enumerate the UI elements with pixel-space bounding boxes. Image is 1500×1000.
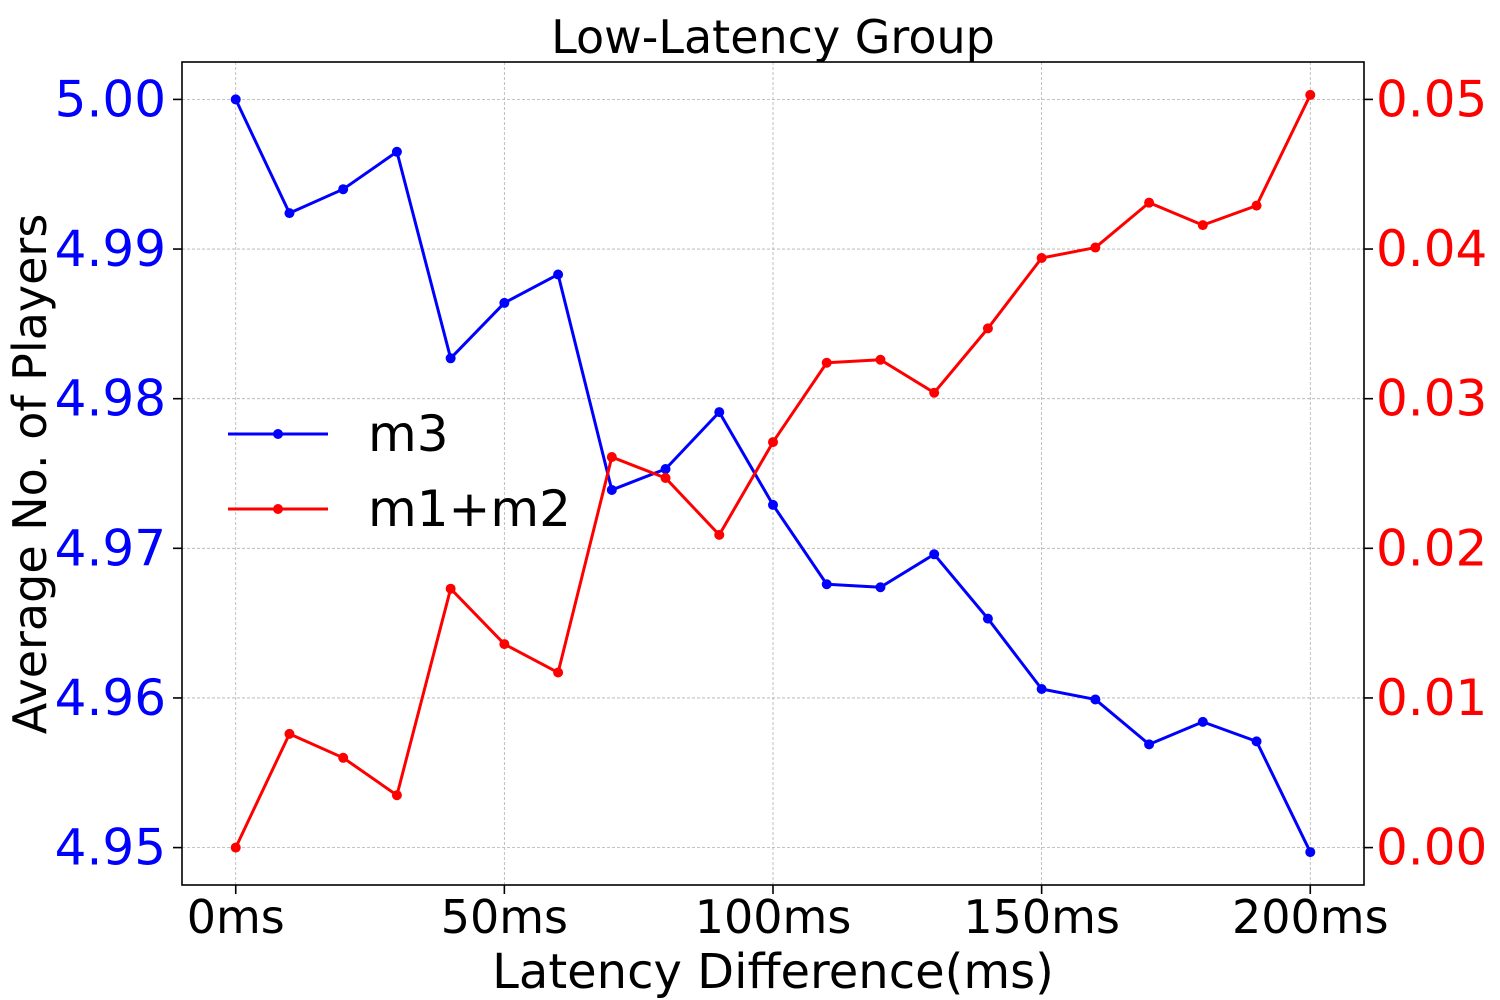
x-tick-label: 150ms xyxy=(963,890,1120,944)
data-point xyxy=(499,297,510,308)
data-point xyxy=(714,529,725,540)
data-point xyxy=(1090,694,1101,705)
data-point xyxy=(606,484,617,495)
data-point xyxy=(606,452,617,463)
data-point xyxy=(1251,200,1262,211)
y2-tick-label: 0.02 xyxy=(1376,519,1487,577)
y2-tick-label: 0.05 xyxy=(1376,70,1487,128)
data-point xyxy=(821,357,832,368)
ticks-layer: 0ms 50ms 100ms 150ms 200ms 4.95 4.96 4.97 4.98 4.… xyxy=(55,70,1488,944)
data-point xyxy=(230,842,241,853)
data-point xyxy=(391,790,402,801)
data-point xyxy=(391,146,402,157)
y-tick-label: 4.96 xyxy=(55,669,166,727)
legend: m3 m1+m2 xyxy=(228,405,571,538)
y2-tick-label: 0.01 xyxy=(1376,669,1487,727)
data-point xyxy=(929,387,940,398)
data-point xyxy=(445,353,456,364)
data-point xyxy=(660,464,671,475)
data-point xyxy=(821,579,832,590)
series-m1-m2 xyxy=(230,89,1316,853)
data-point xyxy=(1144,197,1155,208)
chart-title: Low-Latency Group xyxy=(551,10,995,64)
data-point xyxy=(284,208,295,219)
legend-label: m1+m2 xyxy=(368,480,571,538)
y-tick-label: 4.97 xyxy=(55,519,166,577)
data-point xyxy=(714,407,725,418)
y-tick-label: 4.95 xyxy=(55,819,166,877)
data-point xyxy=(445,583,456,594)
x-axis-label: Latency Difference(ms) xyxy=(492,944,1054,1000)
data-point xyxy=(929,549,940,560)
x-tick-label: 50ms xyxy=(441,890,568,944)
data-point xyxy=(499,639,510,650)
data-point xyxy=(1036,683,1047,694)
y-tick-label: 4.98 xyxy=(55,370,166,428)
data-point xyxy=(284,728,295,739)
data-point xyxy=(1090,242,1101,253)
data-point xyxy=(338,184,349,195)
data-point xyxy=(1144,739,1155,750)
data-point xyxy=(660,472,671,483)
data-point xyxy=(553,667,564,678)
data-point xyxy=(1305,89,1316,100)
x-tick-label: 100ms xyxy=(695,890,852,944)
data-point xyxy=(1305,847,1316,858)
data-point xyxy=(982,323,993,334)
data-point xyxy=(1251,736,1262,747)
series-layer xyxy=(230,89,1316,858)
data-point xyxy=(553,269,564,280)
data-point xyxy=(1197,220,1208,231)
data-point xyxy=(230,94,241,105)
x-tick-label: 0ms xyxy=(187,890,285,944)
data-point xyxy=(875,582,886,593)
data-point xyxy=(768,499,778,510)
data-point xyxy=(1197,716,1208,727)
y-axis-label: Average No. of Players xyxy=(3,214,57,735)
y-tick-label: 4.99 xyxy=(55,220,166,278)
data-point xyxy=(875,354,886,365)
data-point xyxy=(768,437,778,448)
y2-tick-label: 0.03 xyxy=(1376,370,1487,428)
legend-marker xyxy=(273,429,283,439)
data-point xyxy=(338,752,349,763)
y2-tick-label: 0.00 xyxy=(1376,819,1487,877)
series-m3 xyxy=(230,94,1316,858)
data-point xyxy=(982,613,993,624)
grid xyxy=(182,62,1364,885)
x-tick-label: 200ms xyxy=(1232,890,1389,944)
y-tick-label: 5.00 xyxy=(55,70,166,128)
legend-marker xyxy=(273,504,283,514)
y2-tick-label: 0.04 xyxy=(1376,220,1487,278)
legend-label: m3 xyxy=(368,405,449,463)
data-point xyxy=(1036,253,1047,264)
